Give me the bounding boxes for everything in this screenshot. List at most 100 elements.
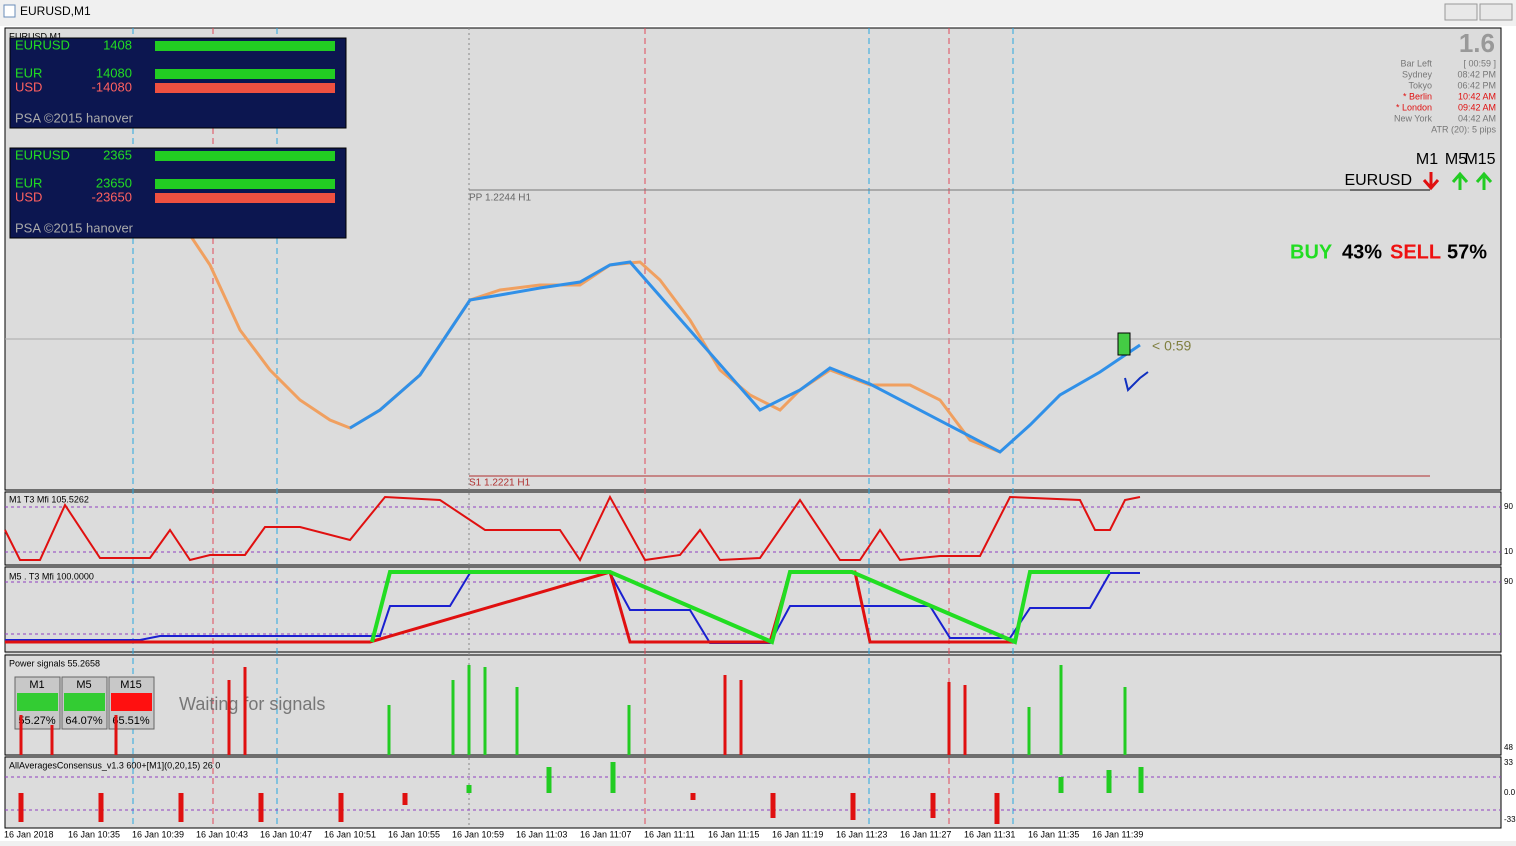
panel-value: 14080: [96, 65, 132, 80]
power-pct: 55.27%: [18, 715, 56, 727]
panel-value: 23650: [96, 175, 132, 190]
consensus-bars: [18, 762, 1144, 824]
strength-panels: EURUSD 1408 EUR 14080 USD -14080 PSA ©2015 han…: [9, 37, 347, 239]
timeframe-arrow: [1422, 172, 1440, 191]
power-status: Waiting for signals: [179, 694, 325, 714]
right-axis-label: 33: [1504, 758, 1513, 767]
time-label: 16 Jan 11:07: [580, 829, 631, 839]
power-tf: M15: [120, 679, 141, 691]
time-label: 16 Jan 10:47: [260, 829, 312, 839]
time-label: 16 Jan 10:51: [324, 829, 376, 839]
power-pct: 65.51%: [112, 715, 150, 727]
time-axis: 16 Jan 2018 16 Jan 10:35 16 Jan 10:39 16 Ja…: [4, 829, 1143, 839]
indicator-label: AllAveragesConsensus_v1.3 600+[M1](0,20,…: [9, 760, 220, 770]
clock-time: 08:42 PM: [1457, 69, 1496, 79]
sell-value: 57%: [1447, 241, 1487, 263]
clock-time: 10:42 AM: [1458, 91, 1496, 101]
panel-currency: USD: [15, 79, 42, 94]
panel-bar: [155, 69, 335, 79]
clock-info: 1.6 Bar Left [ 00:59 ] Sydney 08:42 PM Tokyo…: [1394, 28, 1497, 135]
clock-name: Tokyo: [1408, 80, 1432, 90]
time-label: 16 Jan 10:39: [132, 829, 184, 839]
time-label: 16 Jan 11:19: [772, 829, 823, 839]
power-color: [17, 693, 58, 711]
title-bar: [0, 0, 1516, 24]
time-label: 16 Jan 10:55: [388, 829, 440, 839]
panel-borders: [4, 27, 1502, 829]
time-label: 16 Jan 11:35: [1028, 829, 1079, 839]
clock-name: Bar Left: [1400, 58, 1432, 68]
power-color: [64, 693, 105, 711]
big-price: 1.6: [1459, 28, 1495, 58]
indicator-labels: M1 T3 Mfi 105.5262 M5 . T3 Mfi 100.0000 Po…: [9, 494, 220, 770]
sell-label: SELL: [1390, 241, 1441, 263]
clock-time: 04:42 AM: [1458, 113, 1496, 123]
time-label: 16 Jan 11:27: [900, 829, 951, 839]
axis-bg: [1502, 28, 1516, 828]
clock-time: 06:42 PM: [1457, 80, 1496, 90]
buy-sell: BUY 43% SELL 57%: [1290, 241, 1487, 263]
minimize-button[interactable]: [1444, 3, 1478, 21]
right-axis: 90 10 90 48 33 0.0 -33: [1502, 28, 1516, 828]
panel-symbol: EURUSD: [15, 147, 70, 162]
clock-name: * London: [1396, 102, 1432, 112]
trend-line: [349, 260, 1141, 454]
time-label: 16 Jan 11:15: [708, 829, 759, 839]
power-bars: [19, 665, 1127, 755]
last-candle: [1117, 332, 1131, 356]
panel-value: -23650: [92, 189, 132, 204]
right-axis-label: 48: [1504, 743, 1513, 752]
buy-value: 43%: [1342, 241, 1382, 263]
clock-time: 09:42 AM: [1458, 102, 1496, 112]
window-icon: [3, 4, 16, 18]
power-pct: 64.07%: [65, 715, 103, 727]
right-axis-label: -33: [1504, 815, 1516, 824]
panel-footer: PSA ©2015 hanover: [15, 110, 134, 125]
time-label: 16 Jan 11:31: [964, 829, 1015, 839]
mfi-m1-line: [4, 494, 1141, 563]
right-axis-label: 90: [1504, 502, 1513, 511]
buy-label: BUY: [1290, 241, 1333, 263]
clock-name: Sydney: [1402, 69, 1433, 79]
symbol-label: EURUSD: [1344, 172, 1412, 189]
panel-bar: [155, 83, 335, 93]
maximize-button[interactable]: [1479, 3, 1513, 21]
panel-symbol: EURUSD: [15, 37, 70, 52]
panel-bar: [155, 179, 335, 189]
panel-lots: 1408: [103, 37, 132, 52]
indicator-label: M1 T3 Mfi 105.5262: [9, 494, 89, 504]
right-axis-label: 10: [1504, 547, 1513, 556]
window-title: EURUSD,M1: [20, 4, 91, 18]
timeframe-arrow: [1475, 171, 1493, 190]
chart-label: EURUSD,M1: [9, 31, 62, 41]
clock-name: New York: [1394, 113, 1433, 123]
time-label: 16 Jan 10:59: [452, 829, 504, 839]
power-boxes: Waiting for signals M1 55.27% M5 64.07% M15 6…: [14, 676, 325, 730]
pivot-label: PP 1.2244 H1: [469, 193, 532, 204]
clock-time: [ 00:59 ]: [1463, 58, 1496, 68]
time-label: 16 Jan 11:39: [1092, 829, 1143, 839]
panel-bar: [155, 41, 335, 51]
panel-currency: EUR: [15, 65, 42, 80]
time-label: 16 Jan 11:23: [836, 829, 887, 839]
timeframe: M1: [1416, 151, 1438, 168]
panel-value: -14080: [92, 79, 132, 94]
panel-bar: [155, 193, 335, 203]
time-label: 16 Jan 2018: [4, 829, 54, 839]
time-label: 16 Jan 11:11: [644, 829, 695, 839]
right-axis-label: 90: [1504, 577, 1513, 586]
time-label: 16 Jan 10:43: [196, 829, 248, 839]
indicator-label: Power signals 55.2658: [9, 658, 100, 668]
panel-currency: EUR: [15, 175, 42, 190]
timeframe: M5: [1445, 151, 1467, 168]
power-tf: M5: [76, 679, 91, 691]
atr: ATR (20): 5 pips: [1431, 124, 1496, 134]
power-color: [111, 693, 152, 711]
right-axis-label: 0.0: [1504, 788, 1516, 797]
timeframe-arrow: [1451, 171, 1469, 190]
panel-footer: PSA ©2015 hanover: [15, 220, 134, 235]
power-tf: M1: [29, 679, 44, 691]
